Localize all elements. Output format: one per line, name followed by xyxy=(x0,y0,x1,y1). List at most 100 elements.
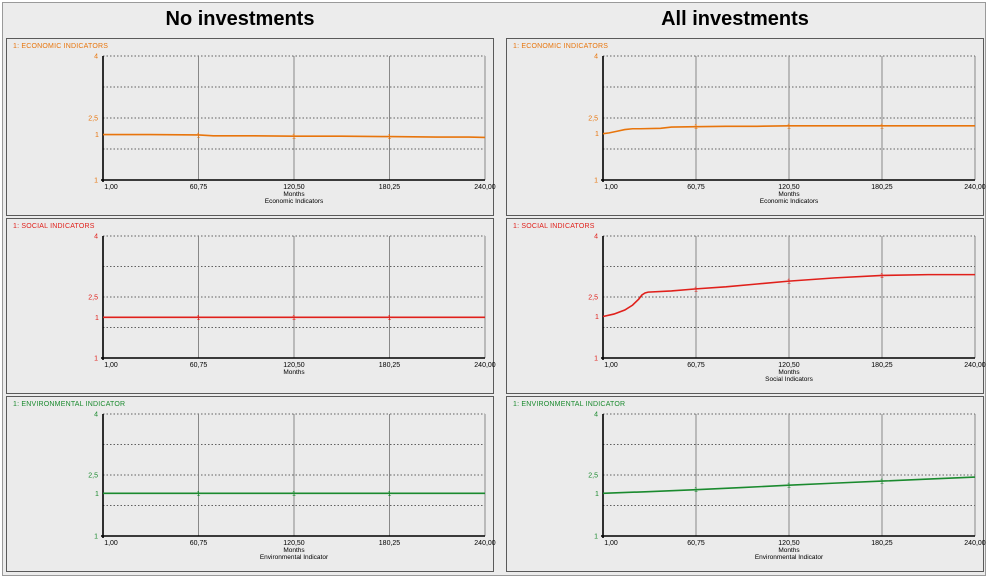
y-tick-label: 2,5 xyxy=(588,295,598,302)
chart-svg: 1 2,5 4 1,00 60,75 120,50 180,25 240,00 Months 1 1… xyxy=(88,234,496,377)
x-tick-label: 120,50 xyxy=(778,540,800,547)
x-tick-label: 1,00 xyxy=(104,362,118,369)
x-tick-label: 120,50 xyxy=(778,184,800,191)
series-marker: 1 xyxy=(388,134,392,141)
x-tick-label: 60,75 xyxy=(190,362,208,369)
x-axis-label: Months xyxy=(778,191,800,198)
y-tick-label: 4 xyxy=(94,54,98,61)
y-tick-label: 1 xyxy=(594,534,598,541)
panel-title: 1: ENVIRONMENTAL INDICATOR xyxy=(513,401,626,408)
series-marker: 1 xyxy=(787,123,791,130)
x-axis-label: Months xyxy=(778,547,800,554)
series-marker: 1 xyxy=(787,483,791,490)
y-tick-label: 2,5 xyxy=(88,116,98,123)
series-marker: 1 xyxy=(388,491,392,498)
series-marker: 1 xyxy=(694,286,698,293)
x-axis-sublabel: Social Indicators xyxy=(765,376,813,383)
x-tick-label: 60,75 xyxy=(687,362,705,369)
x-tick-label: 120,50 xyxy=(283,184,305,191)
y-tick-label: 1 xyxy=(94,356,98,363)
chart-svg: 1 2,5 4 1,00 60,75 120,50 180,25 240,00 MonthsEc… xyxy=(588,54,986,206)
x-tick-label: 1,00 xyxy=(604,362,618,369)
panel-no-economic: 1: ECONOMIC INDICATORS 1 2,5 4 1,00 60,75 120… xyxy=(6,38,496,216)
series-marker: 1 xyxy=(880,479,884,486)
x-tick-label: 60,75 xyxy=(687,184,705,191)
x-tick-label: 120,50 xyxy=(283,540,305,547)
x-tick-label: 180,25 xyxy=(379,540,401,547)
panel-title: 1: SOCIAL INDICATORS xyxy=(513,223,595,230)
y-tick-label: 1 xyxy=(94,534,98,541)
panel-no-environmental: 1: ENVIRONMENTAL INDICATOR 1 2,5 4 1,00 60,7… xyxy=(6,396,496,572)
y-tick-label: 2,5 xyxy=(88,295,98,302)
x-tick-label: 120,50 xyxy=(283,362,305,369)
series-marker: 1 xyxy=(292,315,296,322)
panel-title: 1: ECONOMIC INDICATORS xyxy=(13,43,109,50)
x-tick-label: 1,00 xyxy=(604,540,618,547)
panel-all-social: 1: SOCIAL INDICATORS 1 2,5 4 1,00 60,75 120,5… xyxy=(506,218,986,394)
x-tick-label: 180,25 xyxy=(379,362,401,369)
y-tick-label: 1 xyxy=(594,178,598,185)
chart-svg: 1 2,5 4 1,00 60,75 120,50 180,25 240,00 MonthsEc… xyxy=(88,54,496,206)
y-tick-label: 1 xyxy=(594,356,598,363)
x-axis-label: Months xyxy=(283,191,305,198)
series-marker: 1 xyxy=(197,491,201,498)
x-tick-label: 60,75 xyxy=(190,540,208,547)
series-marker: 1 xyxy=(595,131,599,138)
column-title-right: All investments xyxy=(661,8,809,30)
x-tick-label: 120,50 xyxy=(778,362,800,369)
x-tick-label: 240,00 xyxy=(964,184,986,191)
y-tick-label: 1 xyxy=(94,178,98,185)
chart-svg: 1 2,5 4 1,00 60,75 120,50 180,25 240,00 MonthsSo… xyxy=(588,234,986,384)
chart-svg: 1 2,5 4 1,00 60,75 120,50 180,25 240,00 MonthsEn… xyxy=(588,412,986,562)
y-tick-label: 4 xyxy=(594,54,598,61)
x-tick-label: 180,25 xyxy=(871,362,893,369)
x-tick-label: 180,25 xyxy=(871,184,893,191)
series-marker: 1 xyxy=(595,491,599,498)
series-marker: 1 xyxy=(292,491,296,498)
series-line xyxy=(602,125,975,135)
series-marker: 1 xyxy=(388,315,392,322)
series-marker: 1 xyxy=(880,273,884,280)
y-tick-label: 4 xyxy=(94,412,98,419)
panel-title: 1: ENVIRONMENTAL INDICATOR xyxy=(13,401,126,408)
y-tick-label: 4 xyxy=(594,234,598,241)
series-marker: 1 xyxy=(95,491,99,498)
series-line xyxy=(602,273,975,318)
panel-all-environmental: 1: ENVIRONMENTAL INDICATOR 1 2,5 4 1,00 60,7… xyxy=(506,396,986,572)
panel-title: 1: SOCIAL INDICATORS xyxy=(13,223,95,230)
x-tick-label: 240,00 xyxy=(964,540,986,547)
x-axis-sublabel: Environmental Indicator xyxy=(755,554,824,561)
x-tick-label: 60,75 xyxy=(190,184,208,191)
panel-all-economic: 1: ECONOMIC INDICATORS 1 2,5 4 1,00 60,75 120… xyxy=(506,38,986,216)
x-tick-label: 240,00 xyxy=(474,184,496,191)
x-axis-sublabel: Economic Indicators xyxy=(265,198,324,205)
series-marker: 1 xyxy=(880,123,884,130)
y-tick-label: 4 xyxy=(594,412,598,419)
x-tick-label: 60,75 xyxy=(687,540,705,547)
x-axis-label: Months xyxy=(283,369,305,376)
x-tick-label: 240,00 xyxy=(964,362,986,369)
series-marker: 1 xyxy=(197,315,201,322)
series-marker: 1 xyxy=(787,279,791,286)
x-tick-label: 1,00 xyxy=(604,184,618,191)
panel-no-social: 1: SOCIAL INDICATORS 1 2,5 4 1,00 60,75 120,5… xyxy=(6,218,496,394)
column-title-left: No investments xyxy=(165,8,315,30)
series-line xyxy=(602,476,976,495)
series-marker: 1 xyxy=(197,132,201,139)
x-axis-label: Months xyxy=(283,547,305,554)
y-tick-label: 2,5 xyxy=(588,473,598,480)
series-marker: 1 xyxy=(292,134,296,141)
x-axis-label: Months xyxy=(778,369,800,376)
x-axis-sublabel: Environmental Indicator xyxy=(260,554,329,561)
y-tick-label: 2,5 xyxy=(88,473,98,480)
series-marker: 1 xyxy=(95,315,99,322)
x-tick-label: 1,00 xyxy=(104,184,118,191)
series-marker: 1 xyxy=(95,132,99,139)
panel-title: 1: ECONOMIC INDICATORS xyxy=(513,43,609,50)
x-tick-label: 1,00 xyxy=(104,540,118,547)
series-marker: 1 xyxy=(694,124,698,131)
x-tick-label: 180,25 xyxy=(379,184,401,191)
y-tick-label: 2,5 xyxy=(588,116,598,123)
chart-svg: 1 2,5 4 1,00 60,75 120,50 180,25 240,00 MonthsEn… xyxy=(88,412,496,562)
x-tick-label: 240,00 xyxy=(474,540,496,547)
